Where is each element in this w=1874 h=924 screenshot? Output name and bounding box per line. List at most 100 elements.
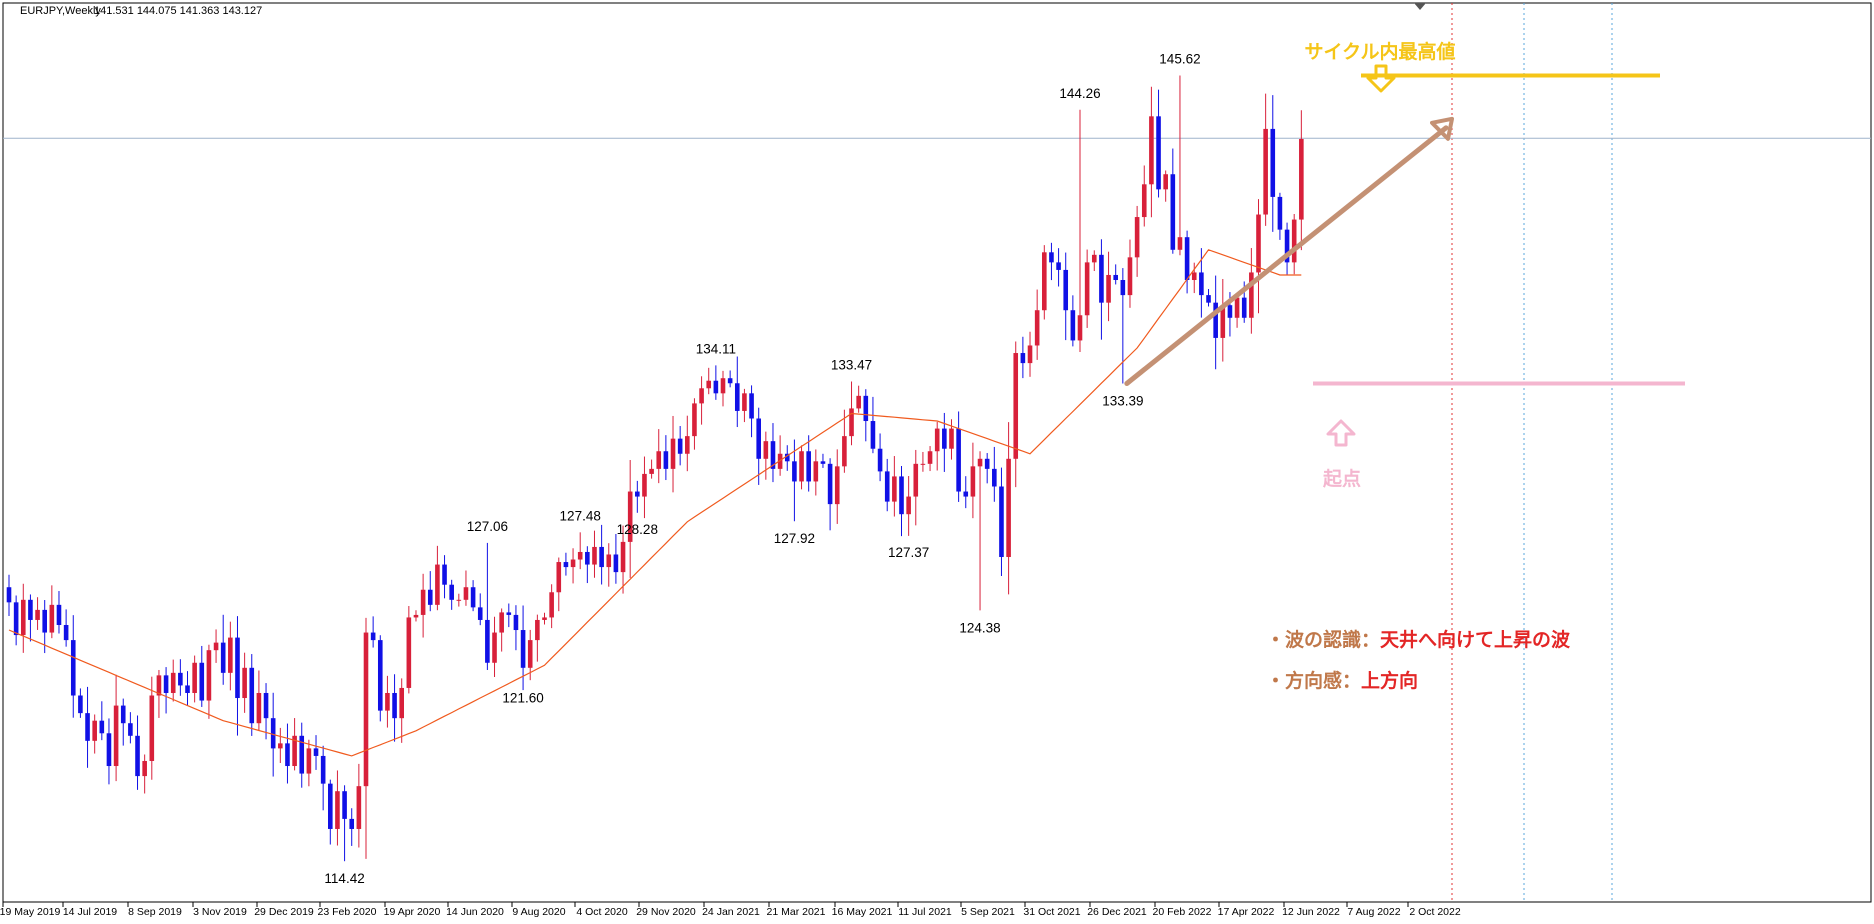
candle-body (135, 735, 140, 777)
candle-body (734, 383, 740, 411)
candle (977, 451, 983, 611)
x-tick-label: 2 Oct 2022 (1409, 906, 1461, 918)
candle (92, 714, 97, 754)
candle (263, 683, 269, 740)
candle-body (720, 378, 726, 394)
candle (570, 548, 576, 584)
x-tick-label: 11 Jul 2021 (898, 906, 952, 918)
candle-body (942, 428, 947, 449)
candle-body (556, 562, 562, 593)
candle-body (1227, 305, 1233, 318)
comment-1-value: 天井へ向けて上昇の波 (1380, 628, 1571, 651)
candles (6, 75, 1304, 862)
candle (413, 610, 419, 622)
candle (192, 655, 197, 703)
candle (942, 412, 947, 472)
candle-body (1063, 269, 1069, 311)
candle (1120, 268, 1126, 384)
candle-body (199, 662, 205, 701)
candle (699, 376, 704, 425)
candle (249, 654, 255, 736)
candle-body (756, 418, 761, 459)
chart-shift-marker-icon[interactable] (1414, 3, 1426, 10)
candle-body (49, 604, 55, 633)
candle (406, 606, 412, 694)
candle (727, 370, 733, 388)
candle (1113, 264, 1118, 285)
comment-1: ・波の認識：天井へ向けて上昇の波 (1266, 628, 1571, 651)
candle (1249, 248, 1254, 334)
candle-body (213, 642, 219, 651)
candle (513, 605, 519, 651)
candle (1141, 165, 1147, 227)
candle-body (770, 441, 776, 469)
candle (256, 670, 262, 731)
candle (1027, 331, 1033, 377)
candle (749, 385, 754, 438)
x-tick-label: 5 Sep 2021 (961, 906, 1015, 918)
candle (199, 645, 205, 707)
candle (313, 735, 319, 770)
candle-body (278, 743, 283, 749)
candle (463, 570, 469, 606)
candle (556, 557, 562, 612)
candle (356, 763, 362, 848)
candle (163, 667, 169, 714)
peak-label: 127.37 (888, 545, 929, 560)
peak-label: 124.38 (959, 620, 1000, 635)
candle-body (677, 438, 683, 454)
candle-body (1256, 214, 1261, 273)
candle-body (892, 476, 897, 502)
candle (763, 431, 769, 480)
candle-body (1249, 272, 1254, 318)
peak-label: 133.47 (831, 357, 872, 372)
candle-body (827, 463, 833, 505)
candle (956, 411, 961, 502)
candle-body (235, 637, 240, 699)
candle-body (1034, 310, 1040, 346)
candle (35, 597, 40, 630)
candle-body (727, 378, 733, 384)
candle-body (185, 685, 190, 693)
candle-body (78, 695, 83, 714)
candle-body (870, 421, 876, 449)
candle (442, 555, 447, 599)
candle-body (335, 791, 340, 829)
candle-body (663, 451, 669, 469)
candle-body (20, 599, 26, 636)
candle-body (420, 589, 426, 615)
candle-body (1027, 345, 1033, 364)
candle-body (149, 695, 155, 761)
candle-body (1234, 297, 1240, 318)
candle-body (884, 471, 890, 502)
candle (1263, 93, 1268, 226)
candle-body (699, 388, 704, 404)
candle (706, 367, 712, 395)
candle-body (1141, 184, 1147, 218)
x-axis-ticks: 19 May 2019 14 Jul 2019 8 Sep 2019 3 Nov 20… (0, 902, 1461, 918)
candle (713, 365, 719, 400)
candle-body (992, 468, 997, 487)
candle (492, 616, 497, 677)
candle (349, 808, 355, 846)
candle (13, 595, 19, 646)
candle (306, 739, 312, 787)
candle (963, 476, 969, 509)
candle-body (342, 791, 347, 819)
candle (335, 770, 340, 846)
candle (106, 718, 112, 785)
candle (477, 593, 483, 626)
candle-body (492, 632, 497, 663)
candle-body (670, 438, 676, 469)
candle-body (1077, 315, 1083, 341)
candle (49, 585, 55, 639)
comment-2-value: 上方向 (1361, 669, 1418, 692)
peak-label: 145.62 (1159, 52, 1200, 67)
plot-frame (2, 2, 1872, 903)
candle-body (435, 564, 440, 605)
candle-body (877, 448, 883, 472)
candle (734, 356, 740, 428)
candle (6, 574, 12, 616)
